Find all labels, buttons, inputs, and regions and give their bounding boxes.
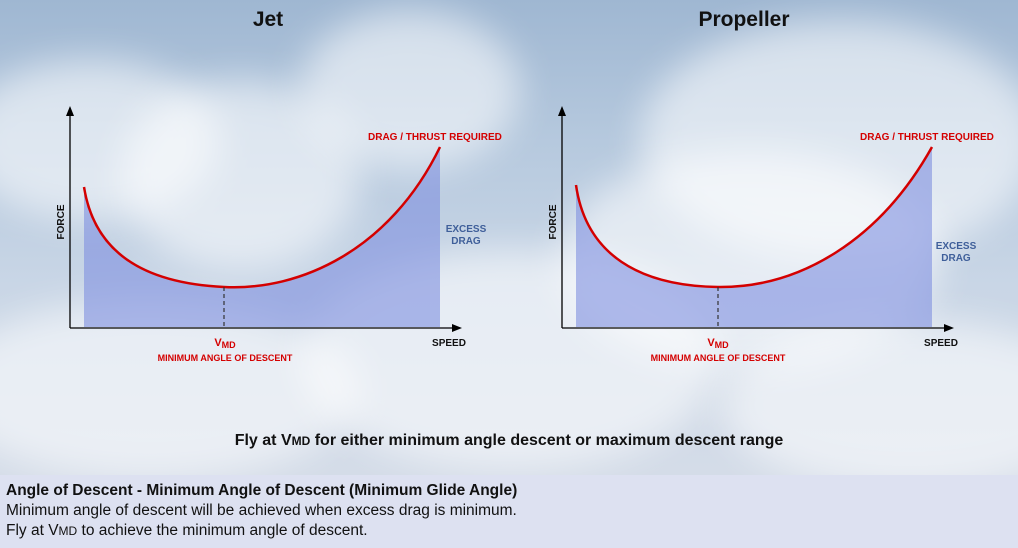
propeller-y-axis-label: FORCE xyxy=(548,204,559,239)
jet-y-arrow xyxy=(66,106,74,116)
propeller-excess-label-2: DRAG xyxy=(941,253,971,264)
jet-diagram: DRAG / THRUST REQUIRED EXCESS DRAG FORCE… xyxy=(56,106,502,363)
jet-x-arrow xyxy=(452,324,462,332)
diagram-caption: Fly at VMD for either minimum angle desc… xyxy=(234,432,784,449)
explanation-line-1: Minimum angle of descent will be achieve… xyxy=(6,502,517,519)
propeller-vmd-caption: MINIMUM ANGLE OF DESCENT xyxy=(651,353,786,363)
jet-curve-label: DRAG / THRUST REQUIRED xyxy=(368,132,502,143)
explanation-line-2: Fly at VMD to achieve the minimum angle … xyxy=(6,522,368,539)
explanation-panel: Angle of Descent - Minimum Angle of Desc… xyxy=(0,475,1018,548)
jet-vmd-label: VMD xyxy=(214,337,236,350)
propeller-curve-label: DRAG / THRUST REQUIRED xyxy=(860,132,994,143)
propeller-x-arrow xyxy=(944,324,954,332)
jet-excess-label-2: DRAG xyxy=(451,236,481,247)
jet-drag-curve xyxy=(82,146,442,289)
jet-excess-label-1: EXCESS xyxy=(446,224,487,235)
propeller-title: Propeller xyxy=(698,8,790,31)
jet-y-axis-label: FORCE xyxy=(56,204,67,239)
explanation-heading: Angle of Descent - Minimum Angle of Desc… xyxy=(6,482,518,499)
propeller-excess-drag-area xyxy=(576,147,932,327)
propeller-x-axis-label: SPEED xyxy=(924,338,958,349)
jet-vmd-caption: MINIMUM ANGLE OF DESCENT xyxy=(158,353,293,363)
propeller-y-arrow xyxy=(558,106,566,116)
propeller-excess-label-1: EXCESS xyxy=(936,241,977,252)
jet-excess-drag-area xyxy=(84,147,440,327)
propeller-diagram: DRAG / THRUST REQUIRED EXCESS DRAG FORCE… xyxy=(548,106,994,363)
jet-x-axis-label: SPEED xyxy=(432,338,466,349)
propeller-vmd-label: VMD xyxy=(707,337,729,350)
jet-title: Jet xyxy=(252,8,284,31)
